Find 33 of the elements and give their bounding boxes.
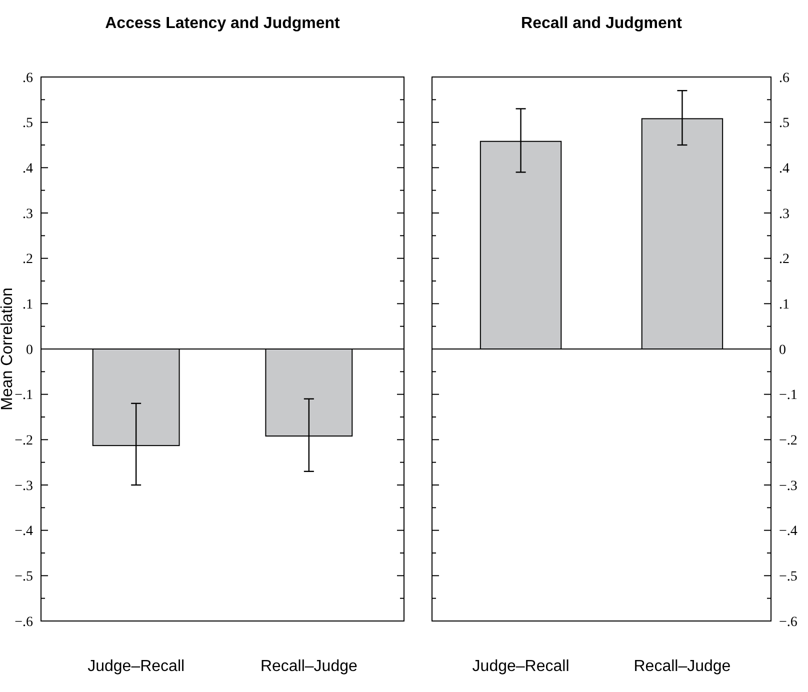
y2-tick-label: 0 xyxy=(779,342,786,358)
y2-tick-label: −.1 xyxy=(779,388,798,404)
y-tick-label: .1 xyxy=(22,298,33,313)
y-tick-label: −.1 xyxy=(14,388,33,404)
y-tick-label: −.5 xyxy=(14,570,33,585)
y-tick-label: −.6 xyxy=(14,614,33,630)
y2-tick-label: −.3 xyxy=(779,478,798,494)
y2-tick-label: −.4 xyxy=(779,524,798,540)
y2-tick-label: .6 xyxy=(779,70,790,86)
y-tick-label: .2 xyxy=(22,252,33,268)
y2-tick-label: −.6 xyxy=(779,614,798,630)
y2-tick-label: .2 xyxy=(779,252,790,268)
chart-title: Access Latency and Judgment xyxy=(105,15,341,32)
x-tick-label: Recall–Judge xyxy=(634,658,731,675)
x-tick-label: Recall–Judge xyxy=(260,658,358,675)
y-tick-label: .3 xyxy=(22,206,33,222)
y-tick-label: .4 xyxy=(22,162,33,177)
y-axis-title: Mean Correlation xyxy=(0,288,16,410)
y2-tick-label: .4 xyxy=(779,162,790,177)
chart-title: Recall and Judgment xyxy=(521,15,683,32)
y2-tick-label: −.2 xyxy=(779,434,798,449)
y-tick-label: .5 xyxy=(22,116,33,132)
y2-tick-label: −.5 xyxy=(779,570,798,585)
y-tick-label: −.4 xyxy=(14,524,33,540)
y2-tick-label: .5 xyxy=(779,116,790,132)
x-tick-label: Judge–Recall xyxy=(472,658,570,675)
x-tick-label: Judge–Recall xyxy=(88,658,185,675)
y2-tick-label: .3 xyxy=(779,206,790,222)
y-tick-label: .6 xyxy=(22,70,33,86)
y-tick-label: −.3 xyxy=(14,478,33,494)
y-tick-label: −.2 xyxy=(14,434,33,449)
y2-tick-label: .1 xyxy=(779,298,790,313)
y-tick-label: 0 xyxy=(26,342,33,358)
